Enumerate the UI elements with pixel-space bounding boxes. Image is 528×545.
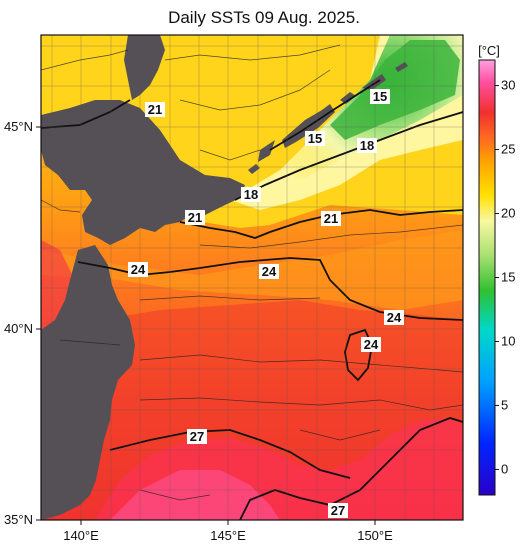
lat-label-40: 40°N — [4, 321, 33, 336]
contour-24-loop — [344, 328, 373, 382]
contour-18 — [234, 111, 463, 201]
sst-orange-band — [41, 230, 463, 310]
colorbar-tick-label: 10 — [501, 333, 515, 348]
contours-minor — [41, 44, 463, 501]
lon-label-140: 140°E — [63, 528, 99, 543]
contour-label: 21 — [321, 211, 341, 226]
contour-label: 18 — [241, 187, 261, 202]
map-area — [41, 35, 463, 520]
svg-text:18: 18 — [244, 187, 258, 202]
contour-labels: 21 15 15 18 18 21 21 24 24 24 24 27 27 — [128, 89, 404, 518]
colorbar-gradient — [478, 59, 496, 496]
colorbar-unit: [°C] — [478, 43, 500, 58]
lat-label-45: 45°N — [4, 119, 33, 134]
contour-27-a — [109, 429, 351, 479]
svg-text:21: 21 — [188, 210, 202, 225]
land — [41, 35, 408, 520]
svg-text:15: 15 — [308, 131, 322, 146]
colorbar-tick-label: 30 — [501, 78, 515, 93]
contour-label: 15 — [370, 89, 390, 104]
svg-text:24: 24 — [262, 264, 277, 279]
contour-21-north — [41, 99, 131, 129]
contour-label: 27 — [328, 503, 348, 518]
colorbar-tick-label: 5 — [501, 397, 508, 412]
kuril-island-3 — [340, 92, 356, 104]
hokkaido-land — [41, 100, 245, 245]
lat-label-35: 35°N — [4, 512, 33, 527]
map-frame — [40, 34, 464, 521]
colorbar-ticks: 30 25 20 15 10 5 0 — [495, 78, 515, 476]
lon-label-150: 150°E — [357, 528, 393, 543]
svg-text:21: 21 — [324, 211, 338, 226]
svg-text:24: 24 — [387, 310, 402, 325]
contour-label: 24 — [259, 264, 279, 279]
lon-label-145: 145°E — [210, 528, 246, 543]
svg-text:18: 18 — [360, 138, 374, 153]
svg-text:27: 27 — [331, 503, 345, 518]
contour-label: 24 — [384, 310, 404, 325]
map-grid — [41, 35, 463, 520]
contour-label: 15 — [305, 131, 325, 146]
sst-green-zone — [330, 40, 460, 140]
contour-label: 18 — [357, 138, 377, 153]
contour-15 — [269, 79, 381, 151]
contour-label: 24 — [128, 262, 148, 277]
colorbar-tick-label: 15 — [501, 270, 515, 285]
svg-text:24: 24 — [131, 262, 146, 277]
svg-text:27: 27 — [190, 429, 204, 444]
kuril-island-1 — [258, 140, 275, 162]
kuril-island-6 — [248, 164, 260, 174]
contour-label: 24 — [361, 337, 381, 352]
sst-magenta-zone — [110, 470, 280, 520]
axis-ticks — [36, 126, 376, 525]
colorbar: [°C] 30 25 20 15 10 5 0 — [478, 43, 515, 496]
colorbar-tick-label: 20 — [501, 206, 515, 221]
contour-label: 21 — [145, 102, 165, 117]
contour-21-south — [179, 209, 463, 239]
honshu-land — [41, 245, 135, 520]
contour-label: 21 — [185, 210, 205, 225]
colorbar-tick-label: 0 — [501, 461, 508, 476]
svg-text:24: 24 — [364, 337, 379, 352]
svg-text:15: 15 — [373, 89, 387, 104]
contour-27-b — [239, 417, 463, 520]
map-title: Daily SSTs 09 Aug. 2025. — [168, 8, 360, 27]
sakhalin-land — [124, 35, 165, 100]
colorbar-tick-label: 25 — [501, 142, 515, 157]
svg-text:21: 21 — [148, 102, 162, 117]
contour-label: 27 — [187, 429, 207, 444]
